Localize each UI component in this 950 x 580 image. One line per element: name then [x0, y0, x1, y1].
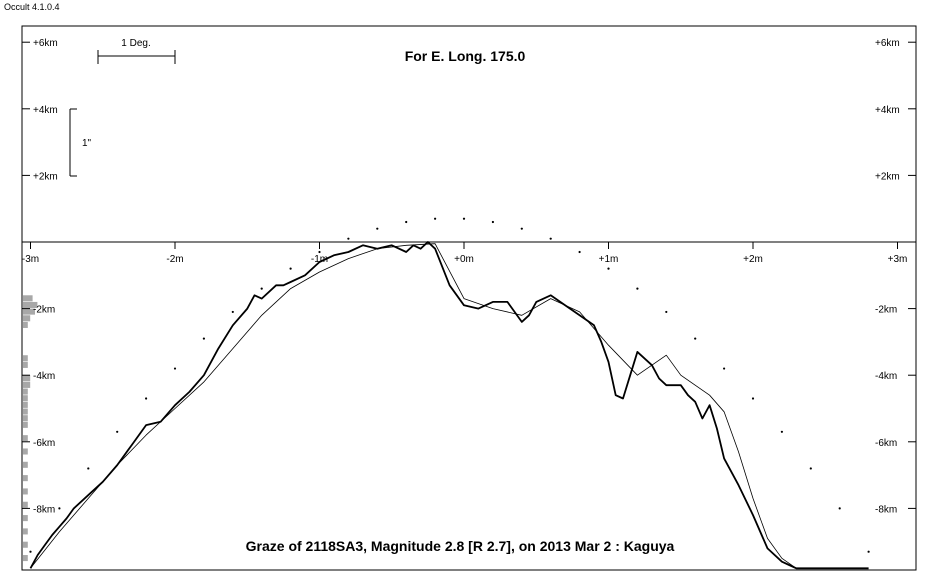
- limb-dotted-point: [838, 507, 841, 510]
- smoothed-limb-line: [30, 243, 811, 569]
- limb-dotted-point: [723, 367, 726, 370]
- limb-dotted-point: [145, 397, 148, 400]
- y-tick-label-right: -8km: [875, 504, 897, 515]
- histogram-bar: [23, 295, 33, 302]
- y-tick-label-right: -6km: [875, 438, 897, 449]
- limb-dotted-point: [809, 467, 812, 470]
- limb-dotted-point: [260, 287, 263, 290]
- y-tick-label-right: -2km: [875, 305, 897, 316]
- y-tick-label-right: +2km: [875, 171, 900, 182]
- limb-dotted-point: [636, 287, 639, 290]
- limb-dotted-point: [29, 550, 32, 553]
- histogram-bar: [23, 541, 28, 548]
- limb-dotted-point: [58, 507, 61, 510]
- limb-dotted-point: [405, 220, 408, 224]
- deg-scale-bar: 1 Deg.: [97, 38, 176, 64]
- x-tick-label: +0m: [454, 254, 474, 265]
- limb-dotted-point: [173, 367, 177, 370]
- app-version-label: Occult 4.1.0.4: [4, 2, 60, 12]
- histogram-bar: [23, 528, 28, 535]
- histogram-bar: [23, 308, 35, 315]
- limb-dotted-point: [376, 227, 379, 230]
- limb-dotted-point: [347, 237, 350, 240]
- x-tick-label: -1m: [311, 254, 328, 265]
- histogram-bar: [23, 415, 28, 422]
- limb-dotted-point: [520, 227, 523, 230]
- limb-dotted-point: [231, 310, 234, 314]
- histogram-bar: [23, 388, 28, 395]
- x-tick-label: +3m: [888, 254, 908, 265]
- y-tick-label-left: +2km: [33, 171, 58, 182]
- longitude-title: For E. Long. 175.0: [405, 48, 526, 64]
- y-tick-label-left: +6km: [33, 38, 58, 49]
- limb-dotted-point: [751, 397, 755, 400]
- y-tick-label-right: +6km: [875, 38, 900, 49]
- axis-ticks: -3m -2m -1m +0m +1m +2m +3m +6km +6km +4km +4km +2k…: [22, 38, 916, 515]
- graze-title: Graze of 2118SA3, Magnitude 2.8 [R 2.7],…: [246, 538, 675, 554]
- limb-dotted-point: [694, 337, 697, 340]
- histogram-bar: [23, 301, 38, 308]
- histogram-bar: [23, 501, 28, 508]
- histogram-bar: [23, 381, 31, 388]
- y-tick-label-left: -4km: [33, 371, 55, 382]
- histogram-bar: [23, 401, 28, 408]
- y-tick-label-left: -6km: [33, 438, 55, 449]
- limb-dotted-point: [462, 217, 466, 220]
- limb-dotted-point: [549, 237, 552, 240]
- limb-dotted-point: [780, 430, 784, 433]
- arcsec-scale-label: 1": [82, 138, 92, 149]
- histogram-bar: [23, 555, 28, 562]
- y-tick-label-left: -2km: [33, 305, 55, 316]
- deg-scale-label: 1 Deg.: [121, 38, 150, 49]
- limb-dotted-point: [665, 310, 668, 314]
- histogram-bar: [23, 488, 28, 495]
- limb-dotted-point: [607, 267, 610, 270]
- limb-profile-line: [29, 241, 869, 570]
- limb-dotted-point: [318, 250, 321, 254]
- histogram-bar: [23, 515, 28, 522]
- histogram-bar: [23, 408, 28, 415]
- histogram-bar: [23, 315, 31, 322]
- histogram-bar: [23, 461, 28, 468]
- x-tick-label: +1m: [599, 254, 619, 265]
- x-tick-label: -2m: [166, 254, 183, 265]
- limb-dotted-point: [867, 550, 870, 553]
- histogram-bar: [23, 321, 28, 328]
- y-tick-label-right: -4km: [875, 371, 897, 382]
- histogram-bar: [23, 375, 31, 382]
- x-tick-label: +2m: [743, 254, 763, 265]
- limb-dotted-point: [578, 250, 581, 254]
- y-tick-label-left: -8km: [33, 504, 55, 515]
- series-group: [29, 217, 870, 570]
- x-tick-label: -3m: [22, 254, 39, 265]
- limb-dotted-point: [87, 467, 90, 470]
- histogram-bar: [23, 395, 28, 402]
- histogram-bar: [23, 421, 28, 428]
- histogram-bar: [23, 435, 28, 442]
- histogram: [23, 295, 38, 562]
- limb-dotted-point: [491, 220, 494, 224]
- histogram-bar: [23, 475, 28, 482]
- y-tick-label-left: +4km: [33, 105, 58, 116]
- arcsec-scale-bar: 1": [69, 108, 92, 177]
- limb-dotted-point: [434, 217, 437, 220]
- histogram-bar: [23, 361, 28, 368]
- histogram-bar: [23, 448, 28, 455]
- plot-frame: [21, 25, 917, 571]
- y-tick-label-right: +4km: [875, 105, 900, 116]
- limb-dotted-point: [116, 430, 119, 433]
- limb-dotted-point: [202, 337, 205, 340]
- histogram-bar: [23, 355, 28, 362]
- limb-dotted-point: [289, 267, 292, 270]
